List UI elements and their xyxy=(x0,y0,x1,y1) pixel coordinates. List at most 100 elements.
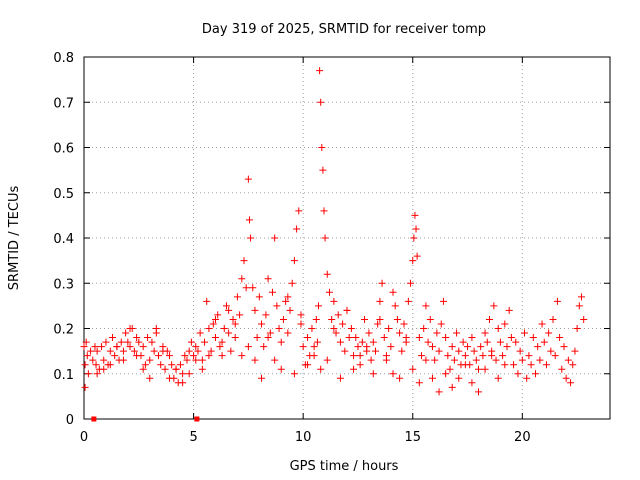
data-point xyxy=(82,338,90,346)
data-point xyxy=(461,352,469,360)
data-point xyxy=(89,356,97,364)
data-point xyxy=(501,361,509,369)
data-point xyxy=(525,352,533,360)
data-point xyxy=(100,365,108,373)
data-point xyxy=(258,374,266,382)
x-tick-label: 15 xyxy=(404,430,421,445)
data-point xyxy=(371,347,379,355)
data-point xyxy=(258,320,266,328)
data-point xyxy=(347,325,355,332)
data-point xyxy=(521,329,529,337)
data-point xyxy=(310,352,318,360)
data-point xyxy=(194,347,202,355)
data-point xyxy=(505,306,513,314)
data-point xyxy=(231,320,239,328)
data-point xyxy=(428,374,436,382)
data-point xyxy=(310,343,318,351)
data-point xyxy=(330,297,338,305)
data-point xyxy=(192,343,200,351)
data-point xyxy=(420,325,428,332)
data-point xyxy=(122,329,130,337)
data-point xyxy=(496,338,504,346)
data-point xyxy=(435,388,443,396)
data-point xyxy=(290,257,298,265)
data-point xyxy=(374,320,382,328)
data-point xyxy=(284,329,292,337)
data-points xyxy=(81,67,588,422)
data-point xyxy=(146,356,154,364)
data-point xyxy=(444,352,452,360)
data-point xyxy=(321,234,329,242)
data-point xyxy=(512,338,520,346)
data-point xyxy=(124,338,132,346)
y-tick-label: 0.8 xyxy=(53,51,74,66)
data-point xyxy=(100,356,108,364)
data-point xyxy=(545,329,553,337)
x-tick-label: 0 xyxy=(80,430,88,445)
data-point xyxy=(365,329,373,337)
data-point xyxy=(229,315,237,323)
data-point xyxy=(492,356,500,364)
data-point xyxy=(198,356,206,364)
data-point xyxy=(376,297,384,305)
data-point xyxy=(126,343,134,351)
data-point xyxy=(297,320,305,328)
data-point xyxy=(323,270,331,278)
data-point xyxy=(409,257,417,265)
data-point xyxy=(516,347,524,355)
data-point xyxy=(551,352,559,360)
data-point xyxy=(428,343,436,351)
data-point xyxy=(218,352,226,360)
data-point xyxy=(148,338,156,346)
data-point xyxy=(192,356,200,364)
data-point xyxy=(222,302,230,310)
data-point xyxy=(91,343,99,351)
y-tick-label: 0 xyxy=(66,413,74,428)
data-point xyxy=(190,352,198,360)
data-point xyxy=(179,370,187,378)
data-point xyxy=(481,329,489,337)
y-tick-label: 0.5 xyxy=(53,187,74,202)
data-point xyxy=(271,356,279,364)
data-point xyxy=(556,334,564,342)
data-point xyxy=(501,320,509,328)
data-point xyxy=(236,311,244,319)
data-point xyxy=(448,383,456,391)
data-point xyxy=(567,379,575,387)
data-point xyxy=(251,306,259,314)
data-point xyxy=(376,315,384,323)
data-point xyxy=(354,343,362,351)
data-point xyxy=(98,343,106,351)
axes: 0 0.1 0.2 0.3 0.4 0.5 0.6 0.7 0.8 0 5 10 15 20 xyxy=(53,51,611,445)
data-point xyxy=(255,293,263,301)
data-point xyxy=(396,374,404,382)
data-point xyxy=(391,302,399,310)
data-point xyxy=(483,338,491,346)
data-point xyxy=(238,352,246,360)
x-tick-label: 5 xyxy=(189,430,197,445)
data-point xyxy=(345,334,353,342)
data-point xyxy=(220,325,228,332)
data-point xyxy=(84,370,92,378)
data-point xyxy=(558,365,566,373)
data-point xyxy=(523,374,531,382)
data-point xyxy=(538,320,546,328)
data-point xyxy=(106,361,114,369)
data-point xyxy=(323,356,331,364)
data-point xyxy=(245,216,253,224)
data-point xyxy=(536,356,544,364)
data-point xyxy=(139,343,147,351)
data-point xyxy=(435,347,443,355)
data-point xyxy=(212,315,219,323)
data-point xyxy=(562,374,570,382)
data-point xyxy=(312,315,320,323)
data-point xyxy=(288,279,296,287)
data-point xyxy=(299,343,307,351)
data-point xyxy=(216,343,224,351)
data-point xyxy=(212,334,219,342)
data-point xyxy=(343,306,351,314)
data-point xyxy=(161,365,169,373)
data-point xyxy=(290,370,298,378)
data-point xyxy=(389,370,397,378)
data-point xyxy=(578,293,586,301)
